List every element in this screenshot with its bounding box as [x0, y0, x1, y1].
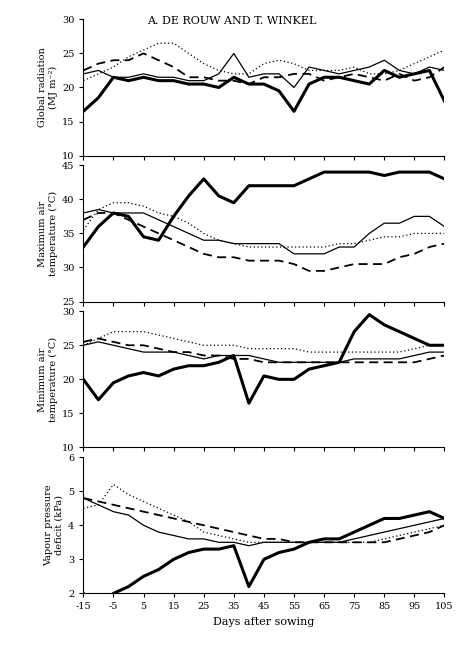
Y-axis label: Global radiation
(MJ m⁻²): Global radiation (MJ m⁻²) [38, 48, 58, 127]
Y-axis label: Vapour pressure
deficit (kPa): Vapour pressure deficit (kPa) [44, 484, 64, 566]
Text: A. DE ROUW AND T. WINKEL: A. DE ROUW AND T. WINKEL [147, 16, 316, 26]
X-axis label: Days after sowing: Days after sowing [213, 617, 314, 627]
Y-axis label: Maximum air
temperature (°C): Maximum air temperature (°C) [38, 191, 58, 276]
Y-axis label: Minimum air
temperature (°C): Minimum air temperature (°C) [38, 337, 58, 422]
